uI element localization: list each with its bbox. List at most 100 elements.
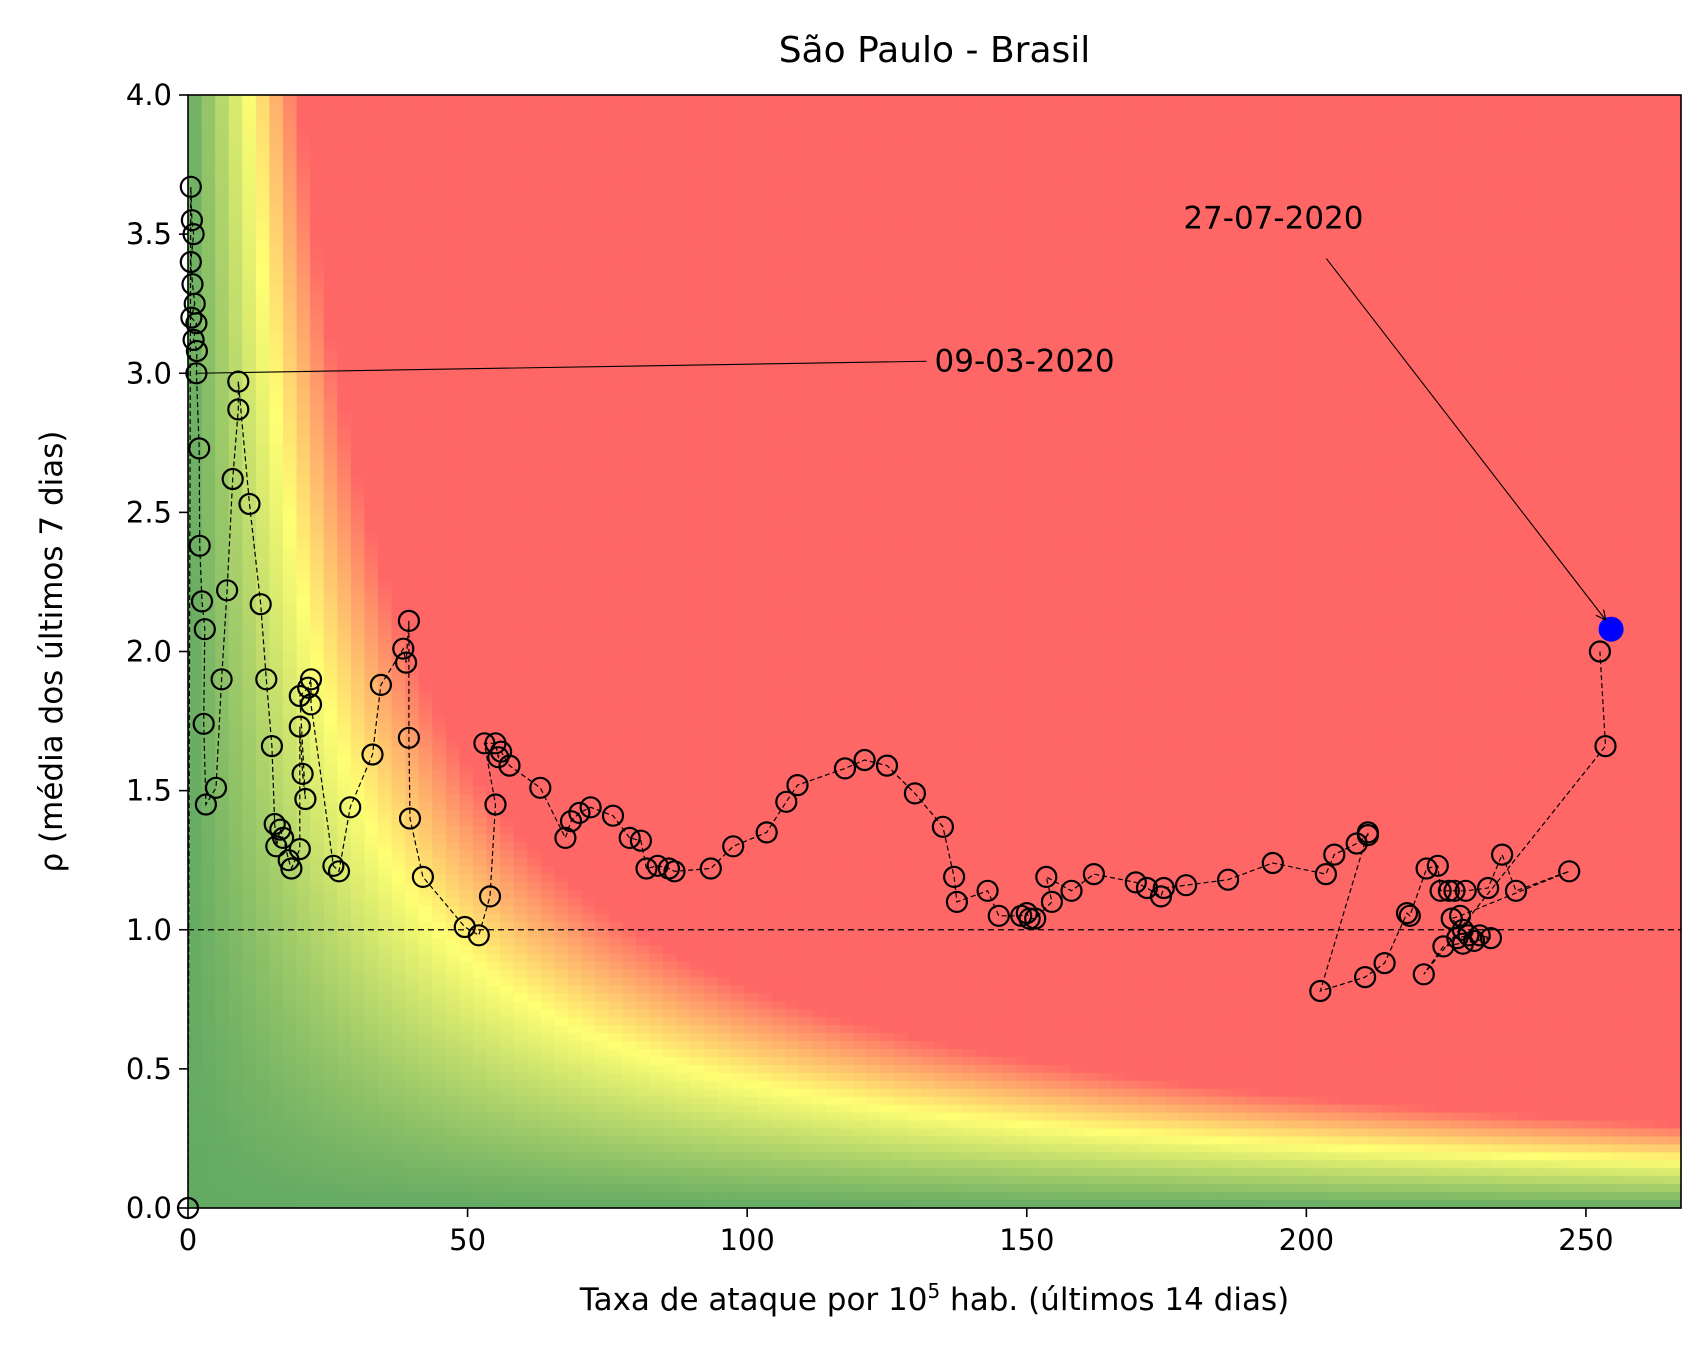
background-cell (391, 794, 406, 804)
background-cell (378, 874, 393, 883)
background-cell (432, 937, 447, 947)
background-cell (269, 357, 284, 366)
background-cell (622, 548, 637, 557)
background-cell (635, 508, 651, 517)
background-cell (513, 643, 528, 653)
background-cell (635, 731, 651, 740)
background-cell (635, 643, 651, 653)
background-cell (296, 1144, 311, 1153)
background-cell (418, 333, 433, 343)
background-cell (608, 142, 623, 152)
background-cell (296, 230, 311, 239)
background-cell (486, 675, 501, 684)
background-cell (283, 1184, 298, 1193)
background-cell (364, 707, 379, 716)
background-cell (391, 707, 406, 716)
background-cell (242, 1176, 257, 1185)
background-cell (540, 1120, 556, 1130)
background-cell (364, 691, 379, 700)
background-cell (391, 357, 406, 366)
background-cell (255, 325, 271, 335)
background-cell (500, 913, 515, 923)
background-cell (513, 683, 528, 692)
background-cell (296, 110, 311, 120)
background-cell (540, 707, 556, 716)
background-cell (622, 444, 637, 454)
background-cell (500, 317, 515, 327)
background-cell (432, 715, 447, 724)
background-cell (445, 254, 461, 263)
background-cell (527, 436, 542, 446)
background-cell (622, 452, 637, 462)
background-cell (310, 842, 325, 851)
background-cell (568, 1152, 583, 1161)
background-cell (350, 142, 366, 152)
background-cell (635, 1041, 651, 1050)
background-cell (242, 238, 257, 247)
background-cell (405, 1120, 420, 1130)
background-cell (350, 349, 366, 358)
background-cell (473, 413, 488, 422)
background-cell (554, 142, 569, 152)
background-cell (418, 357, 433, 366)
background-cell (486, 508, 501, 517)
background-cell (459, 269, 474, 279)
background-cell (473, 1080, 488, 1090)
background-cell (568, 723, 583, 732)
background-cell (418, 802, 433, 812)
background-cell (635, 850, 651, 859)
background-cell (310, 882, 325, 891)
background-cell (527, 460, 542, 470)
background-cell (540, 500, 556, 509)
background-cell (255, 1080, 271, 1090)
background-cell (269, 548, 284, 557)
background-cell (283, 500, 298, 509)
background-cell (242, 850, 257, 859)
background-cell (635, 261, 651, 271)
background-cell (595, 897, 610, 907)
background-cell (635, 1176, 651, 1185)
background-cell (513, 572, 528, 581)
background-cell (215, 627, 230, 637)
background-cell (364, 293, 379, 303)
background-cell (188, 1064, 203, 1074)
background-cell (595, 1049, 610, 1058)
background-cell (242, 738, 257, 748)
background-cell (500, 794, 515, 804)
background-cell (350, 309, 366, 319)
background-cell (486, 428, 501, 438)
background-cell (663, 325, 678, 335)
background-cell (649, 428, 664, 438)
background-cell (296, 373, 311, 382)
background-cell (350, 436, 366, 446)
background-cell (595, 937, 610, 947)
background-cell (283, 1112, 298, 1122)
background-cell (323, 405, 338, 414)
background-cell (405, 95, 420, 104)
background-cell (554, 532, 569, 541)
background-cell (649, 420, 664, 430)
background-cell (608, 762, 623, 772)
background-cell (595, 532, 610, 541)
background-cell (554, 1192, 569, 1201)
background-cell (581, 190, 596, 199)
background-cell (500, 834, 515, 843)
background-cell (323, 532, 338, 541)
background-cell (323, 285, 338, 295)
background-cell (405, 102, 420, 112)
background-cell (649, 778, 664, 788)
background-cell (350, 1096, 366, 1106)
background-cell (581, 603, 596, 613)
background-cell (622, 1128, 637, 1138)
background-cell (445, 993, 461, 1002)
background-cell (255, 341, 271, 350)
background-cell (622, 1176, 637, 1185)
background-cell (255, 731, 271, 740)
background-cell (459, 214, 474, 223)
background-cell (378, 1184, 393, 1193)
background-cell (310, 794, 325, 804)
background-cell (378, 174, 393, 184)
background-cell (500, 945, 515, 955)
background-cell (242, 301, 257, 311)
background-cell (663, 778, 678, 788)
